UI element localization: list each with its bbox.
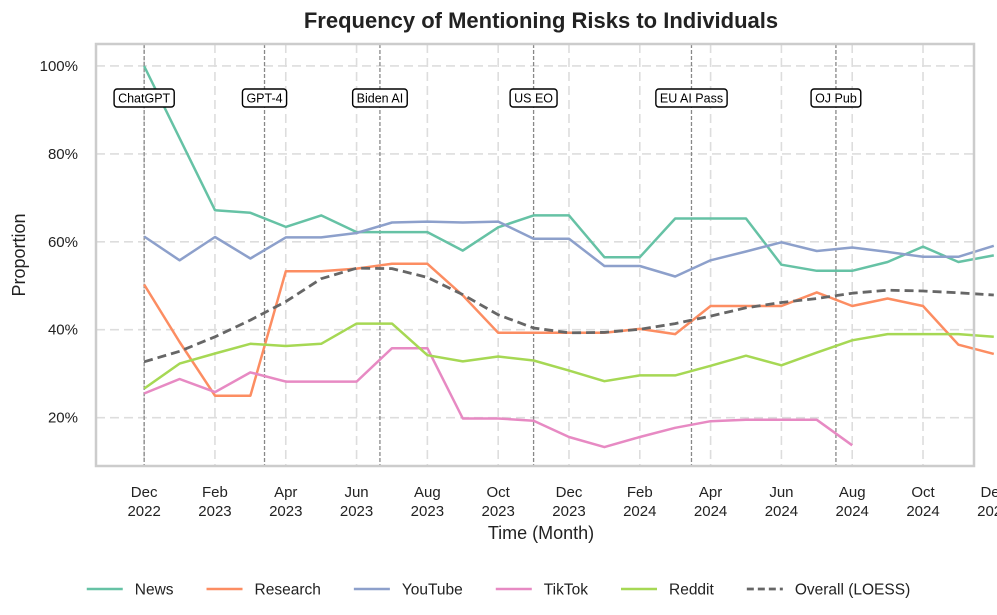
x-axis-title: Time (Month) [488, 523, 594, 543]
x-tick-label: Jun 2023 [340, 484, 373, 520]
event-label-box [810, 88, 862, 108]
x-tick-label: Apr 2024 [694, 484, 727, 520]
x-tick-month: Feb [202, 484, 228, 501]
series-line-research [143, 262, 995, 397]
chart-title: Frequency of Mentioning Risks to Individ… [304, 8, 778, 33]
x-tick-label: Feb 2024 [623, 484, 656, 520]
x-tick-month: Apr [274, 484, 297, 501]
x-tick-label: Oct 2023 [481, 484, 514, 520]
x-axis-ticks: Dec 2022 Feb 2023 Apr 2023 Jun 2023 Aug 2023 Oct 20… [127, 484, 997, 520]
x-tick-label: Aug 2024 [836, 484, 869, 520]
x-tick-label: Jun 2024 [765, 484, 798, 520]
x-tick-label: Dec 2022 [127, 484, 160, 520]
y-tick-label: 20% [48, 410, 78, 427]
event-annotation: US EO [509, 88, 558, 108]
event-label-box [509, 88, 558, 108]
series-line-youtube [143, 220, 995, 278]
plot-frame [94, 42, 976, 468]
x-tick-label: Oct 2024 [906, 484, 939, 520]
series-line-overall-loess [143, 266, 994, 364]
y-tick-label: 80% [48, 146, 78, 163]
x-tick-year: 2023 [411, 503, 444, 520]
y-tick-label: 100% [40, 58, 78, 75]
event-annotation: Biden AI [351, 88, 408, 108]
y-tick-label: 40% [48, 322, 78, 339]
event-label-box [113, 88, 175, 108]
legend-label: YouTube [402, 582, 463, 599]
event-label-box [655, 88, 728, 108]
legend-item: YouTube [353, 582, 463, 599]
series-layer [142, 65, 995, 449]
grid-layer [96, 44, 974, 466]
x-tick-year: 2024 [977, 503, 997, 520]
x-tick-year: 2023 [198, 503, 231, 520]
legend-label: Overall (LOESS) [795, 582, 910, 599]
x-tick-month: Feb [627, 484, 653, 501]
legend: News Research YouTube TikTok Reddit Overall (… [86, 582, 910, 599]
x-tick-month: Apr [699, 484, 722, 501]
x-tick-year: 2023 [340, 503, 373, 520]
legend-label: News [135, 582, 174, 599]
x-tick-year: 2024 [623, 503, 656, 520]
series-line-tiktok [143, 346, 853, 449]
legend-item: News [86, 582, 174, 599]
event-annotation: OJ Pub [810, 88, 862, 108]
x-tick-year: 2024 [836, 503, 869, 520]
event-annotation: GPT-4 [241, 88, 288, 108]
event-label: US EO [514, 92, 553, 106]
y-axis-ticks: 20% 40% 60% 80% 100% [40, 58, 78, 427]
series-line-reddit [143, 322, 994, 390]
annotation-labels: ChatGPT GPT-4 Biden AI US EO EU AI Pass OJ Pu… [113, 88, 862, 108]
legend-item: TikTok [495, 582, 588, 599]
event-label: Biden AI [357, 92, 404, 106]
x-tick-year: 2024 [694, 503, 727, 520]
legend-label: Research [255, 582, 321, 599]
event-label: OJ Pub [815, 92, 857, 106]
x-tick-year: 2024 [906, 503, 939, 520]
x-tick-month: Dec [980, 484, 997, 501]
event-annotation: EU AI Pass [655, 88, 728, 108]
legend-item: Research [206, 582, 321, 599]
legend-label: Reddit [669, 582, 714, 599]
event-label: EU AI Pass [660, 92, 723, 106]
x-tick-label: Aug 2023 [411, 484, 444, 520]
event-label-box [351, 88, 408, 108]
x-tick-year: 2024 [765, 503, 798, 520]
legend-item: Overall (LOESS) [746, 582, 910, 599]
x-tick-month: Oct [487, 484, 511, 501]
series-line-news [142, 65, 995, 273]
x-tick-month: Jun [769, 484, 793, 501]
x-tick-label: Dec 2024 [977, 484, 997, 520]
x-tick-month: Aug [414, 484, 441, 501]
x-tick-year: 2023 [552, 503, 585, 520]
legend-label: TikTok [544, 582, 588, 599]
x-tick-label: Dec 2023 [552, 484, 585, 520]
x-tick-month: Oct [911, 484, 935, 501]
x-tick-month: Jun [344, 484, 368, 501]
x-tick-month: Dec [131, 484, 158, 501]
y-tick-label: 60% [48, 234, 78, 251]
x-tick-month: Aug [839, 484, 866, 501]
event-label: ChatGPT [118, 92, 170, 106]
y-axis-title: Proportion [9, 213, 29, 296]
x-tick-label: Apr 2023 [269, 484, 302, 520]
legend-item: Reddit [621, 582, 715, 599]
event-label-box [241, 88, 288, 108]
x-tick-year: 2022 [127, 503, 160, 520]
x-tick-label: Feb 2023 [198, 484, 231, 520]
x-tick-month: Dec [556, 484, 583, 501]
event-annotation: ChatGPT [113, 88, 175, 108]
event-label: GPT-4 [246, 92, 282, 106]
x-tick-year: 2023 [481, 503, 514, 520]
annotation-lines [143, 44, 837, 466]
x-tick-year: 2023 [269, 503, 302, 520]
